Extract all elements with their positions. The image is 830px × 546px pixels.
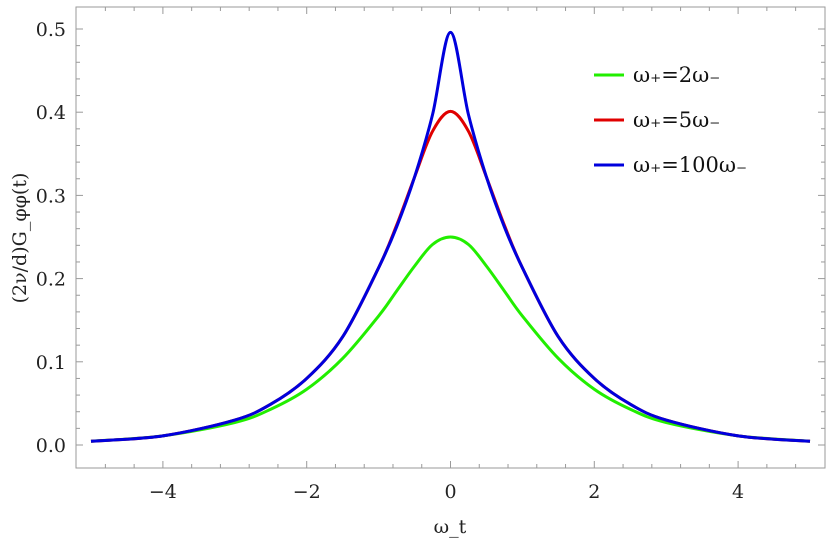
y-tick-label: 0.1 (36, 352, 66, 374)
y-tick-label: 0.0 (36, 435, 66, 457)
x-tick-label: 4 (732, 481, 744, 503)
y-tick-label: 0.2 (36, 269, 66, 291)
x-tick-label: −2 (293, 481, 321, 503)
x-tick-label: 2 (588, 481, 600, 503)
series-line-3 (90, 30, 811, 443)
tick-marks (76, 7, 825, 468)
x-axis-label: ω_t (434, 516, 467, 538)
series-line-1 (90, 235, 811, 443)
x-tick-label: −4 (149, 481, 177, 503)
y-tick-label: 0.3 (36, 185, 66, 207)
y-tick-label: 0.5 (36, 19, 66, 41)
tick-labels: −4 −2 0 2 4 0.0 0.1 0.2 0.3 0.4 0.5 (36, 19, 744, 503)
legend-label: ω₊=2ω₋ (633, 63, 720, 87)
x-tick-label: 0 (444, 481, 456, 503)
legend-label: ω₊=100ω₋ (633, 153, 747, 177)
y-tick-label: 0.4 (36, 102, 66, 124)
series-lines (90, 30, 811, 443)
y-axis-label: (2ν/d)G_φφ(t) (9, 173, 31, 304)
legend-label: ω₊=5ω₋ (633, 108, 720, 132)
legend: ω₊=2ω₋ ω₊=5ω₋ ω₊=100ω₋ (594, 63, 747, 177)
